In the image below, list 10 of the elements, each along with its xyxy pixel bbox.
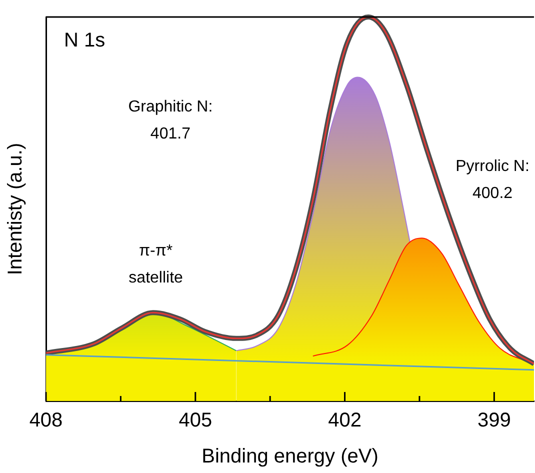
- y-axis-title: Intentisty (a.u.): [4, 142, 27, 276]
- text: N 1s: [64, 30, 106, 52]
- annotation: Graphitic N: 401.7: [128, 98, 213, 143]
- x-tick-label: 402: [328, 410, 362, 432]
- annotation: Pyrrolic N: 400.2: [456, 158, 530, 202]
- x-axis-title: Binding energy (eV): [202, 446, 378, 468]
- x-tick-label: 405: [178, 410, 212, 432]
- annotation: π-π* satellite: [128, 242, 184, 287]
- x-tick-label: 399: [477, 410, 511, 432]
- x-tick-label: 408: [29, 410, 63, 432]
